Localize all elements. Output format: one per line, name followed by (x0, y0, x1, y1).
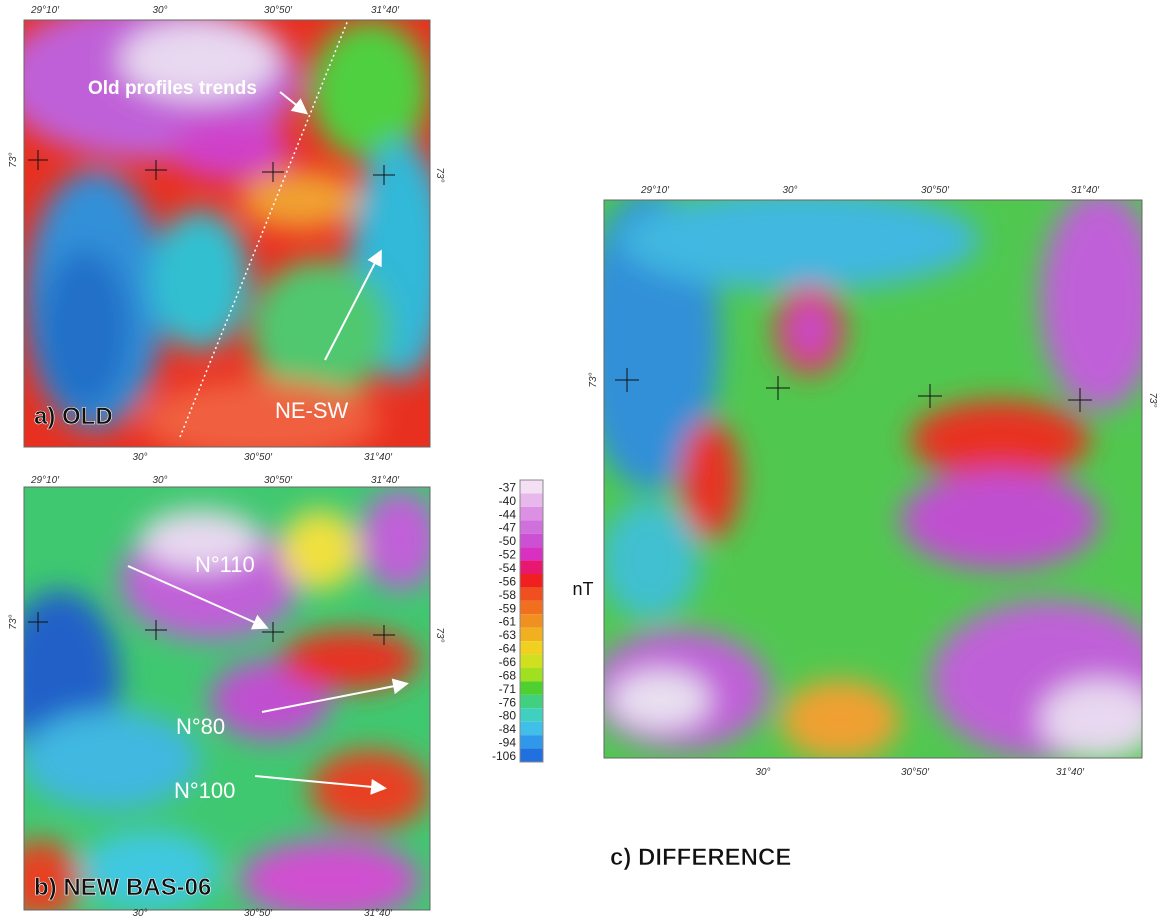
panel-label: a) OLD (34, 403, 113, 430)
figure: Old profiles trends NE-SW a) OLD N°110 N… (0, 0, 1157, 918)
colorbar-swatch (520, 668, 543, 681)
colorbar-swatch (520, 695, 543, 708)
colorbar-label: -40 (499, 494, 517, 508)
colorbar-swatch (520, 722, 543, 735)
colorbar-label: -64 (499, 642, 517, 656)
tick-label: 73° (434, 167, 445, 182)
tick-label: 30° (132, 908, 147, 918)
tick-label: 31°40′ (1071, 185, 1100, 196)
tick-label: 31°40′ (371, 475, 400, 486)
tick-label: 31°40′ (364, 452, 393, 463)
colorbar-swatch (520, 587, 543, 600)
colorbar-swatch (520, 749, 543, 762)
colorbar-label: -52 (499, 548, 517, 562)
tick-label: 30° (782, 185, 797, 196)
colorbar-label: -71 (499, 682, 517, 696)
tick-label: 31°40′ (371, 5, 400, 16)
colorbar-swatch (520, 480, 543, 493)
tick-label: 30°50′ (901, 767, 930, 778)
tick-label: 73° (1147, 392, 1157, 407)
colorbar-label: -66 (499, 655, 517, 669)
tick-label: 73° (434, 627, 445, 642)
tick-label: 30° (152, 475, 167, 486)
colorbar-swatch (520, 655, 543, 668)
tick-label: 30° (755, 767, 770, 778)
colorbar-swatch (520, 574, 543, 587)
tick-label: 31°40′ (364, 908, 393, 918)
colorbar-swatch (520, 547, 543, 560)
tick-label: 73° (8, 152, 19, 167)
map-difference (580, 190, 1157, 760)
colorbar-label: -68 (499, 668, 517, 682)
colorbar-label: -63 (499, 628, 517, 642)
tick-label: 73° (588, 372, 599, 387)
tick-label: 30°50′ (244, 908, 273, 918)
colorbar-label: -58 (499, 588, 517, 602)
annotation: NE-SW (275, 398, 349, 423)
colorbar-swatch (520, 735, 543, 748)
tick-label: 30° (132, 452, 147, 463)
map-old (0, 0, 450, 460)
colorbar-swatch (520, 708, 543, 721)
annotation: N°110 (195, 552, 255, 577)
tick-label: 73° (8, 614, 19, 629)
colorbar-label: -80 (499, 709, 517, 723)
colorbar-label: -94 (499, 736, 517, 750)
colorbar-swatch (520, 534, 543, 547)
annotation: N°80 (176, 714, 225, 739)
colorbar-swatch (520, 641, 543, 654)
colorbar-swatch (520, 520, 543, 533)
colorbar-label: -59 (499, 601, 517, 615)
colorbar-swatch (520, 493, 543, 506)
colorbar-swatch (520, 628, 543, 641)
tick-label: 29°10′ (30, 475, 60, 486)
tick-label: 30°50′ (264, 5, 293, 16)
colorbar-label: -56 (499, 574, 517, 588)
colorbar-unit: nT (572, 579, 593, 599)
colorbar-swatch (520, 507, 543, 520)
panel-label: b) NEW BAS-06 (34, 874, 211, 901)
tick-label: 31°40′ (1056, 767, 1085, 778)
colorbar-label: -84 (499, 722, 517, 736)
colorbar-label: -50 (499, 534, 517, 548)
colorbar-swatch (520, 681, 543, 694)
tick-label: 30° (152, 5, 167, 16)
colorbar-swatch (520, 561, 543, 574)
colorbar-label: -61 (499, 615, 517, 629)
colorbar-label: -37 (499, 480, 517, 494)
colorbar-label: -106 (492, 749, 516, 763)
colorbar-swatch (520, 614, 543, 627)
colorbar-label: -44 (499, 507, 517, 521)
tick-label: 30°50′ (244, 452, 273, 463)
annotation: N°100 (174, 778, 235, 803)
panel-label: c) DIFFERENCE (610, 844, 791, 871)
tick-label: 30°50′ (921, 185, 950, 196)
colorbar-label: -76 (499, 695, 517, 709)
colorbar-label: -54 (499, 561, 517, 575)
tick-label: 30°50′ (264, 475, 293, 486)
colorbar-swatch (520, 601, 543, 614)
tick-label: 29°10′ (640, 185, 670, 196)
colorbar-label: -47 (499, 521, 517, 535)
annotation: Old profiles trends (88, 78, 257, 99)
tick-label: 29°10′ (30, 5, 60, 16)
